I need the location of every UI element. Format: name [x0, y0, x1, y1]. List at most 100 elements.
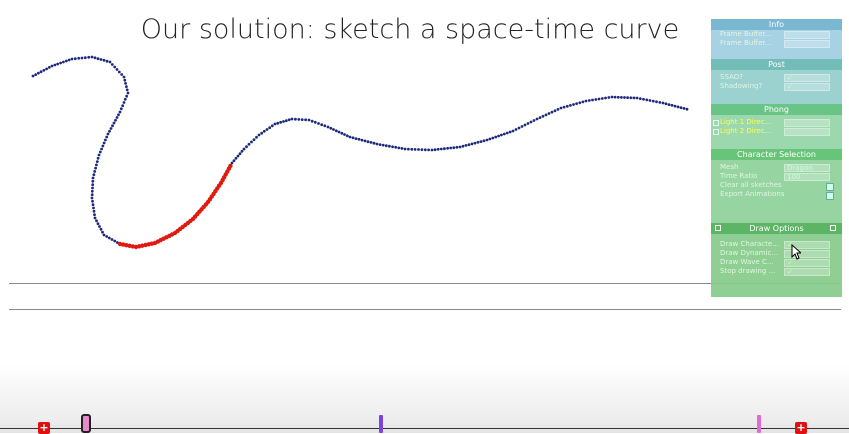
- draw-panel-title: Draw Options: [749, 224, 804, 233]
- time-ratio-label: Time Ratio: [720, 172, 758, 180]
- curve-dot: [661, 101, 665, 105]
- curve-dot: [73, 57, 77, 61]
- draw-character-checkbox[interactable]: ✓: [784, 241, 830, 249]
- shadowing-checkbox[interactable]: ✓: [784, 83, 830, 91]
- mesh-select[interactable]: Dragon: [784, 164, 830, 172]
- ssao-checkbox[interactable]: ✓: [784, 74, 830, 82]
- curve-dot: [556, 108, 560, 111]
- timeline-keyframe-tick[interactable]: [379, 415, 383, 433]
- curve-dot: [126, 91, 130, 95]
- curve-dot: [234, 156, 238, 160]
- curve-dot: [310, 119, 314, 123]
- timeline-track[interactable]: [0, 428, 849, 429]
- curve-dot: [679, 106, 683, 110]
- clear-sketches-button[interactable]: [826, 183, 834, 191]
- curve-dot: [91, 179, 95, 183]
- curve-dot: [307, 118, 311, 122]
- time-slider-handle[interactable]: [81, 414, 91, 433]
- curve-dot: [108, 60, 112, 64]
- draw-panel-header[interactable]: Draw Options: [711, 223, 842, 234]
- curve-dot: [294, 117, 297, 121]
- curve-dot: [117, 70, 121, 74]
- draw-wave-checkbox[interactable]: ✓: [784, 259, 830, 267]
- curve-dot: [107, 236, 111, 240]
- curve-dot: [658, 101, 662, 104]
- clear-sketches-label: Clear all sketches: [720, 181, 782, 189]
- curve-dot: [535, 117, 539, 121]
- curve-dot: [613, 95, 617, 99]
- curve-dot: [125, 85, 128, 88]
- curve-dot: [297, 118, 301, 121]
- curve-dot: [91, 176, 95, 180]
- curve-dot: [260, 131, 264, 135]
- info-row: Frame Buffer...: [711, 30, 842, 39]
- light2-field[interactable]: [784, 128, 830, 136]
- curve-dot: [59, 61, 62, 65]
- curve-dot: [95, 163, 98, 167]
- close-icon[interactable]: [830, 225, 836, 231]
- character-selection-panel: Character Selection Mesh Dragon Time Rati…: [711, 149, 842, 223]
- curve-dot: [96, 57, 100, 61]
- curve-dot: [455, 145, 459, 149]
- curve-dot: [101, 230, 104, 234]
- curve-dot: [115, 68, 119, 71]
- curve-dot: [268, 126, 272, 130]
- post-panel-header[interactable]: Post: [711, 59, 842, 70]
- curve-dot: [553, 109, 557, 113]
- slide-title: Our solution: sketch a space-time curve: [140, 14, 680, 45]
- ssao-label: SSAO?: [720, 73, 743, 81]
- curve-dot: [317, 122, 320, 125]
- curve-dot: [122, 101, 126, 104]
- timeline-start-marker[interactable]: +: [38, 421, 50, 434]
- curve-dot: [98, 150, 102, 154]
- curve-dot: [562, 105, 566, 109]
- timeline-end-marker[interactable]: +: [795, 421, 807, 434]
- curve-dot: [125, 94, 129, 98]
- curve-dot: [565, 104, 569, 108]
- curve-dot: [632, 96, 636, 100]
- curve-dot: [638, 97, 642, 100]
- curve-dot: [257, 133, 261, 137]
- curve-dot: [90, 189, 94, 193]
- curve-dot: [90, 55, 94, 59]
- curve-dot: [458, 145, 462, 149]
- curve-dot: [238, 152, 242, 156]
- curve-dot: [92, 209, 96, 213]
- draw-row: Draw Dynamic...: [711, 249, 842, 258]
- draw-dynamic-checkbox[interactable]: [784, 250, 830, 258]
- curve-dot: [645, 98, 649, 102]
- curve-dot: [538, 116, 542, 119]
- pin-icon[interactable]: [715, 225, 721, 231]
- curve-dot: [430, 148, 434, 152]
- curve-dot: [262, 129, 266, 133]
- shadowing-label: Shadowing?: [720, 82, 763, 90]
- curve-dot: [467, 143, 471, 147]
- curve-dot: [604, 96, 607, 100]
- expand-icon[interactable]: [713, 129, 719, 135]
- curve-dot: [94, 166, 97, 170]
- character-panel-header[interactable]: Character Selection: [711, 149, 842, 160]
- phong-panel-header[interactable]: Phong: [711, 104, 842, 115]
- curve-dot: [529, 120, 533, 124]
- curve-dot: [541, 114, 545, 118]
- timeline-keyframe-tick[interactable]: [757, 415, 761, 433]
- curve-dot: [230, 161, 234, 165]
- curve-dot: [320, 123, 324, 127]
- curve-dot: [95, 160, 99, 164]
- curve-dot: [452, 146, 456, 150]
- time-ratio-input[interactable]: 100: [784, 173, 830, 181]
- curve-dot: [575, 102, 578, 105]
- light2-label: Light 2 Direc...: [720, 127, 772, 135]
- curve-dot: [623, 96, 626, 99]
- export-button[interactable]: [826, 192, 834, 200]
- curve-dot: [494, 135, 498, 139]
- curve-dot: [482, 139, 486, 143]
- curve-dot: [337, 130, 341, 134]
- info-panel-header[interactable]: Info: [711, 19, 842, 30]
- space-time-curve: [31, 55, 689, 250]
- light1-field[interactable]: [784, 119, 830, 127]
- stop-drawing-checkbox[interactable]: ✓: [784, 268, 830, 276]
- expand-icon[interactable]: [713, 120, 719, 126]
- phong-row: Light 2 Direc...: [711, 127, 842, 136]
